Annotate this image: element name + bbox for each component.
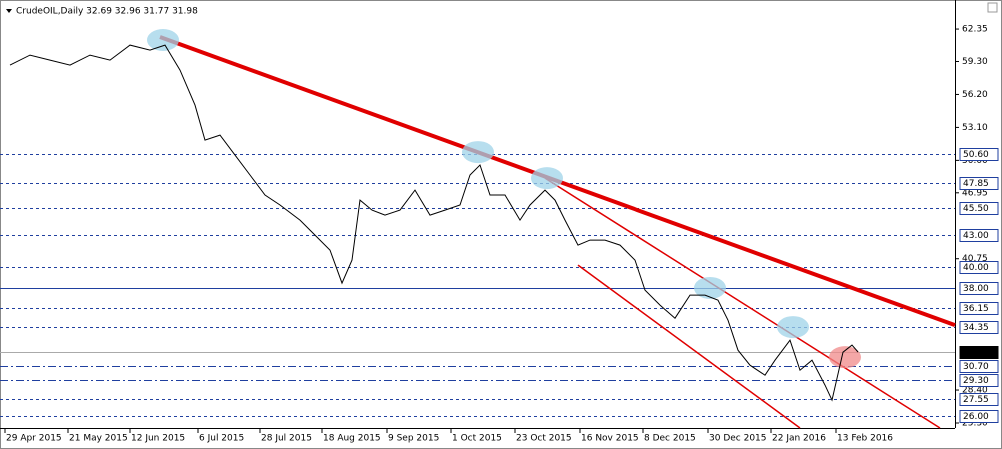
level-label: 34.35: [963, 323, 989, 333]
x-tick-label: 28 Jul 2015: [261, 434, 312, 444]
highlight: [462, 141, 494, 164]
level-box: [959, 346, 999, 359]
x-tick-label: 12 Jun 2015: [131, 434, 185, 444]
x-tick-label: 23 Oct 2015: [516, 434, 572, 444]
trendline: [544, 177, 941, 429]
level-box: [959, 202, 999, 215]
menu-arrow[interactable]: [6, 9, 12, 13]
level-box: [959, 261, 999, 274]
y-tick-label: 28.40: [962, 386, 988, 396]
level-label: 31.98: [963, 348, 989, 358]
x-tick-label: 30 Dec 2015: [709, 434, 767, 444]
level-box: [959, 148, 999, 161]
level-box: [959, 321, 999, 334]
y-tick-label: 53.10: [962, 123, 988, 133]
x-tick-label: 29 Apr 2015: [6, 434, 62, 444]
x-tick-label: 13 Feb 2016: [837, 434, 893, 444]
y-tick-label: 40.75: [962, 254, 988, 264]
x-tick-label: 1 Oct 2015: [452, 434, 502, 444]
level-label: 29.30: [963, 376, 989, 386]
price-line: [9, 44, 859, 402]
level-box: [959, 393, 999, 406]
level-box: [959, 374, 999, 387]
level-box: [959, 229, 999, 242]
x-tick-label: 6 Jul 2015: [199, 434, 244, 444]
x-tick-label: 16 Nov 2015: [581, 434, 639, 444]
level-label: 50.60: [963, 150, 989, 160]
x-tick-label: 22 Jan 2016: [772, 434, 826, 444]
level-box: [959, 360, 999, 373]
level-label: 45.50: [963, 204, 989, 214]
level-box: [959, 177, 999, 190]
highlight: [694, 276, 726, 299]
y-tick-label: 62.35: [962, 25, 988, 35]
level-box: [959, 302, 999, 315]
level-label: 27.55: [963, 395, 989, 405]
trendline: [577, 264, 801, 429]
level-label: 40.00: [963, 263, 989, 273]
x-tick-label: 8 Dec 2015: [644, 434, 696, 444]
level-box: [959, 410, 999, 423]
y-tick-label: 25.30: [962, 419, 988, 429]
window-button[interactable]: [987, 2, 998, 13]
highlight: [531, 167, 563, 190]
level-label: 30.70: [963, 362, 989, 372]
x-tick-label: 21 May 2015: [69, 434, 128, 444]
x-tick-label: 18 Aug 2015: [323, 434, 381, 444]
chart-title: CrudeOIL,Daily 32.69 32.96 31.77 31.98: [16, 7, 198, 17]
level-label: 47.85: [963, 179, 989, 189]
y-tick-label: 59.30: [962, 57, 988, 67]
level-label: 43.00: [963, 231, 989, 241]
y-tick-label: 46.95: [962, 188, 988, 198]
level-label: 38.00: [963, 284, 989, 294]
level-box: [959, 282, 999, 295]
x-tick-label: 9 Sep 2015: [388, 434, 439, 444]
highlight: [829, 346, 861, 369]
highlight: [147, 29, 179, 52]
y-tick-label: 56.20: [962, 90, 988, 100]
level-label: 26.00: [963, 412, 989, 422]
highlight: [777, 316, 809, 339]
level-label: 36.15: [963, 304, 989, 314]
